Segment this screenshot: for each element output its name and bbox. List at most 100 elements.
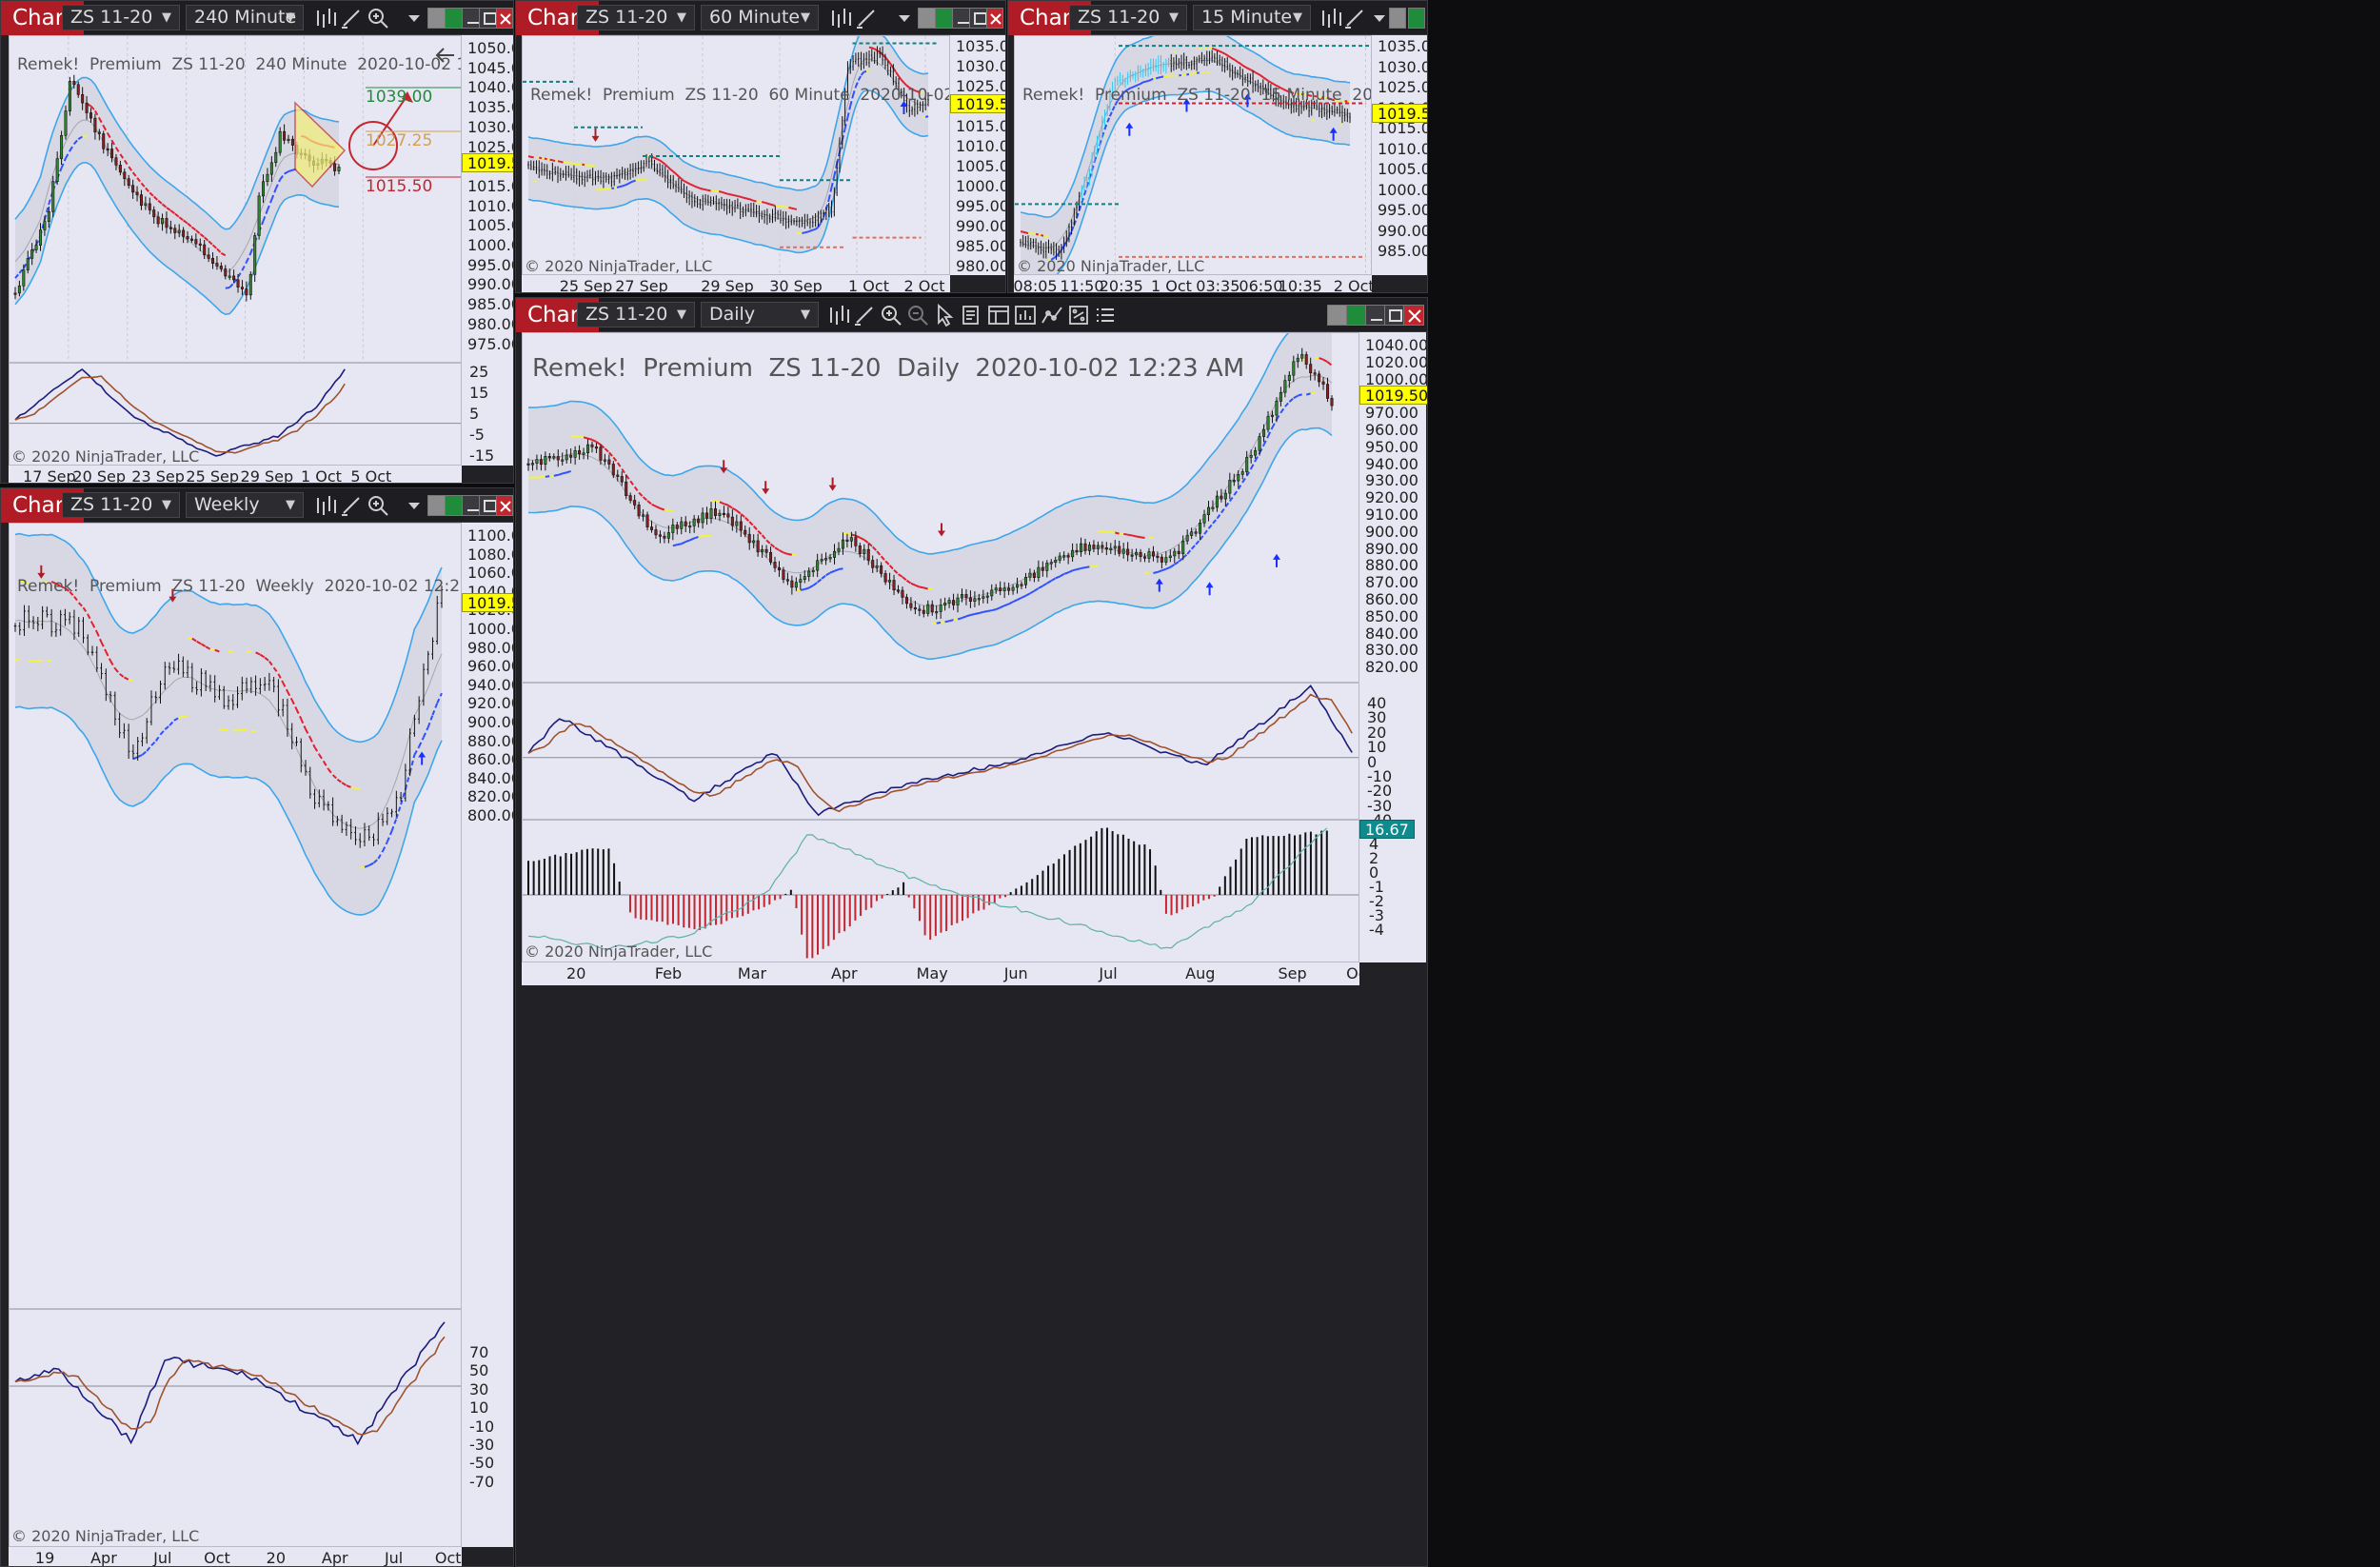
trend-line-segment <box>377 850 384 860</box>
trend-line-segment <box>114 667 121 675</box>
price-panel[interactable]: Remek! Premium ZS 11-20 Weekly 2020-10-0… <box>9 523 462 1309</box>
price-axis[interactable]: 1050.001045.001040.001035.001030.001025.… <box>462 35 513 466</box>
more-dropdown-icon[interactable] <box>1372 7 1397 30</box>
price-axis-tick: 1015.00 <box>1378 119 1427 137</box>
link-button[interactable] <box>1346 305 1367 326</box>
chart-title: Remek! Premium ZS 11-20 240 Minute 2020-… <box>17 55 461 74</box>
timeframe-selector[interactable]: Weekly ▼ <box>186 492 304 518</box>
oscillator-panel[interactable]: © 2020 NinjaTrader, LLC <box>9 363 462 466</box>
bar-type-icon[interactable] <box>1319 7 1343 30</box>
price-axis-tick: 1010.00 <box>467 196 513 215</box>
bar-type-icon[interactable] <box>828 7 853 30</box>
time-axis[interactable]: 19 Apr Jul Oct 20 Apr Jul Oct <box>9 1547 462 1566</box>
trend-line-segment <box>704 188 709 191</box>
volatility-band-fill <box>1021 36 1350 274</box>
time-axis[interactable]: 25 Sep 27 Sep 29 Sep 30 Sep 1 Oct 2 Oct <box>522 275 950 292</box>
trend-line-segment <box>806 229 811 233</box>
drawing-tool-icon[interactable] <box>340 494 365 517</box>
sell-arrow-icon <box>762 481 770 495</box>
zoom-out-icon[interactable] <box>906 304 931 327</box>
buy-arrow-icon <box>1182 98 1191 112</box>
trend-line-segment <box>1216 512 1222 520</box>
minimize-button[interactable] <box>1365 305 1386 326</box>
price-candle-body <box>645 514 649 527</box>
price-axis[interactable]: 1035.001030.001025.001020.001015.001010.… <box>1372 35 1427 275</box>
strategies-icon[interactable] <box>1040 304 1064 327</box>
more-dropdown-icon[interactable] <box>897 7 922 30</box>
trend-line-segment <box>731 506 738 512</box>
bar-type-icon[interactable] <box>313 494 338 517</box>
more-dropdown-icon[interactable] <box>407 494 431 517</box>
price-candle-body <box>269 162 273 175</box>
price-candle-body <box>1011 586 1015 591</box>
price-axis[interactable]: 1035.001030.001025.001020.001015.001010.… <box>950 35 1005 275</box>
pointer-icon[interactable] <box>933 304 958 327</box>
histogram-panel[interactable]: © 2020 NinjaTrader, LLC <box>522 820 1359 962</box>
trend-line-segment <box>1081 194 1086 204</box>
time-axis[interactable]: 17 Sep 20 Sep 23 Sep 25 Sep 29 Sep 1 Oct 5 Oct <box>9 466 462 483</box>
drawing-tool-icon[interactable] <box>855 7 880 30</box>
price-candle-body <box>34 245 38 250</box>
bar-type-icon[interactable] <box>826 304 851 327</box>
time-axis-tick: May <box>916 964 948 982</box>
timeframe-selector[interactable]: 60 Minute ▼ <box>701 5 819 30</box>
more-dropdown-icon[interactable] <box>407 7 431 30</box>
instrument-selector[interactable]: ZS 11-20 ▼ <box>577 302 695 327</box>
maximize-button[interactable] <box>1384 305 1405 326</box>
drawing-tool-icon[interactable] <box>853 304 878 327</box>
oscillator-panel[interactable] <box>522 683 1359 820</box>
price-panel[interactable]: Remek! Premium ZS 11-20 60 Minute 2020-1… <box>522 35 950 275</box>
price-panel[interactable]: Remek! Premium ZS 11-20 15 Minute 2020-1… <box>1014 35 1372 275</box>
link-button[interactable] <box>1408 8 1425 29</box>
timeframe-selector[interactable]: 240 Minute ▼ <box>186 5 304 30</box>
drawing-tool-icon[interactable] <box>1343 7 1368 30</box>
close-button[interactable] <box>1403 305 1424 326</box>
instrument-selector[interactable]: ZS 11-20 ▼ <box>577 5 695 30</box>
time-axis-tick: Feb <box>654 964 683 982</box>
time-axis[interactable]: 20 Feb Mar Apr May Jun Jul Aug Sep Oct <box>522 962 1373 985</box>
timeframe-selector[interactable]: 15 Minute ▼ <box>1193 5 1311 30</box>
trend-line-segment <box>908 87 913 90</box>
trend-line-segment <box>327 768 334 776</box>
templates-icon[interactable] <box>1066 304 1091 327</box>
price-axis[interactable]: 1040.001020.001000.00980.00970.00960.009… <box>1359 332 1427 962</box>
oscillator-panel[interactable]: © 2020 NinjaTrader, LLC <box>9 1309 462 1547</box>
color-theme-button[interactable] <box>1389 8 1406 29</box>
time-axis[interactable]: 08:05 11:50 20:35 1 Oct 03:35 06:50 10:35 2 Oct <box>1013 275 1375 292</box>
price-candle-body <box>1104 546 1108 550</box>
price-axis[interactable]: 1100.001080.001060.001040.001020.001000.… <box>462 523 513 1547</box>
bar-type-icon[interactable] <box>313 7 338 30</box>
trend-line-segment <box>187 222 193 228</box>
arrow-left-icon[interactable] <box>434 44 457 67</box>
trend-line-segment <box>1063 571 1069 575</box>
price-candle-body <box>607 459 611 465</box>
price-candle-body <box>569 454 573 458</box>
trend-line-segment <box>727 504 733 509</box>
instrument-selector[interactable]: ZS 11-20 ▼ <box>1069 5 1187 30</box>
price-candle-body <box>582 452 585 455</box>
zoom-icon[interactable] <box>367 7 391 30</box>
timeframe-selector[interactable]: Daily ▼ <box>701 302 819 327</box>
instrument-selector[interactable]: ZS 11-20 ▼ <box>62 492 180 518</box>
zoom-icon[interactable] <box>367 494 391 517</box>
trend-line-segment <box>698 535 704 538</box>
price-panel[interactable]: Remek! Premium ZS 11-20 Daily 2020-10-02… <box>522 332 1359 683</box>
color-theme-button[interactable] <box>1327 305 1348 326</box>
close-button[interactable] <box>496 495 513 516</box>
price-candle-body <box>973 598 977 602</box>
price-candle-body <box>207 254 210 259</box>
properties-icon[interactable] <box>986 304 1011 327</box>
price-candle-body <box>1223 492 1227 500</box>
indicators-icon[interactable] <box>1013 304 1038 327</box>
close-button[interactable] <box>986 8 1003 29</box>
drawing-tool-icon[interactable] <box>340 7 365 30</box>
data-box-icon[interactable] <box>960 304 984 327</box>
instrument-selector[interactable]: ZS 11-20 ▼ <box>62 5 180 30</box>
trend-line-segment <box>905 85 910 89</box>
oscillator-axis-tick: 30 <box>469 1379 489 1398</box>
list-icon[interactable] <box>1093 304 1118 327</box>
price-panel[interactable]: Remek! Premium ZS 11-20 240 Minute 2020-… <box>9 35 462 363</box>
close-button[interactable] <box>496 8 513 29</box>
chevron-down-icon: ▼ <box>1293 10 1302 25</box>
zoom-in-icon[interactable] <box>880 304 904 327</box>
